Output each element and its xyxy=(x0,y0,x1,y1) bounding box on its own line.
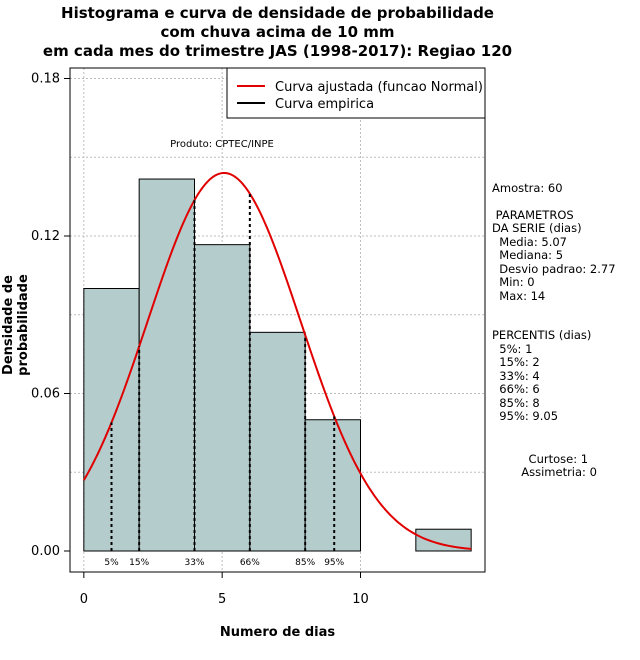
stats-panel: Amostra: 60 PARAMETROS DA SERIE (dias) M… xyxy=(492,181,616,480)
percentile-label-2: 33% xyxy=(184,558,204,568)
legend-label-empirical: Curva empirica xyxy=(275,97,374,112)
stat-p85: 85%: 8 xyxy=(492,395,540,410)
stat-p95: 95%: 9.05 xyxy=(492,409,559,423)
percentile-label-4: 85% xyxy=(295,558,315,568)
stat-p33: 33%: 4 xyxy=(492,368,540,383)
normal-curve xyxy=(82,171,472,550)
stat-media: Media: 5.07 xyxy=(492,234,567,249)
stat-curtose: Curtose: 1 xyxy=(492,451,589,466)
chart-title-line-1: Histograma e curva de densidade de proba… xyxy=(61,4,494,22)
histogram-bar-6 xyxy=(415,528,472,552)
histogram-bar-3 xyxy=(249,331,306,552)
x-tick-label-1: 5 xyxy=(218,592,226,607)
histogram-bar-4 xyxy=(304,419,361,552)
chart-title: Histograma e curva de densidade de proba… xyxy=(0,4,555,61)
percentile-label-1: 15% xyxy=(129,558,149,568)
histogram-bar-0 xyxy=(83,288,140,552)
stat-p15: 15%: 2 xyxy=(492,355,540,369)
percentile-label-5: 95% xyxy=(324,558,344,568)
stat-amostra: Amostra: 60 xyxy=(492,181,563,195)
stat-assimetria: Assimetria: 0 xyxy=(492,465,597,479)
x-axis-label: Numero de dias xyxy=(219,625,336,640)
x-tick-label-2: 10 xyxy=(352,592,369,607)
stat-param-header-2: DA SERIE (dias) xyxy=(492,221,582,235)
y-tick-label-0: 0.00 xyxy=(31,544,60,559)
histogram-bar-1 xyxy=(138,178,196,552)
percentile-label-0: 5% xyxy=(104,558,119,568)
chart-title-line-2: com chuva acima de 10 mm xyxy=(160,23,395,41)
stat-p5: 5%: 1 xyxy=(492,341,533,356)
product-annotation: Produto: CPTEC/INPE xyxy=(170,139,274,150)
histogram-bar-2 xyxy=(194,244,251,552)
stat-desvio: Desvio padrao: 2.77 xyxy=(492,261,616,276)
y-axis-label: Densidade de probabilidade xyxy=(1,274,31,376)
stat-max: Max: 14 xyxy=(492,288,546,303)
stat-min: Min: 0 xyxy=(492,275,535,289)
legend-label-fitted: Curva ajustada (funcao Normal) xyxy=(275,80,483,95)
chart-title-line-3: em cada mes do trimestre JAS (1998-2017)… xyxy=(42,42,513,60)
stat-p66: 66%: 6 xyxy=(492,382,540,396)
y-tick-label-3: 0.18 xyxy=(31,72,60,87)
percentile-label-3: 66% xyxy=(240,558,260,568)
y-tick-label-2: 0.12 xyxy=(31,229,60,244)
y-tick-label-1: 0.06 xyxy=(31,387,60,402)
stat-param-header: PARAMETROS xyxy=(492,207,574,222)
stat-mediana: Mediana: 5 xyxy=(492,248,564,262)
x-tick-label-0: 0 xyxy=(80,592,88,607)
legend-box xyxy=(226,67,486,119)
stat-percentis-header: PERCENTIS (dias) xyxy=(492,328,592,342)
